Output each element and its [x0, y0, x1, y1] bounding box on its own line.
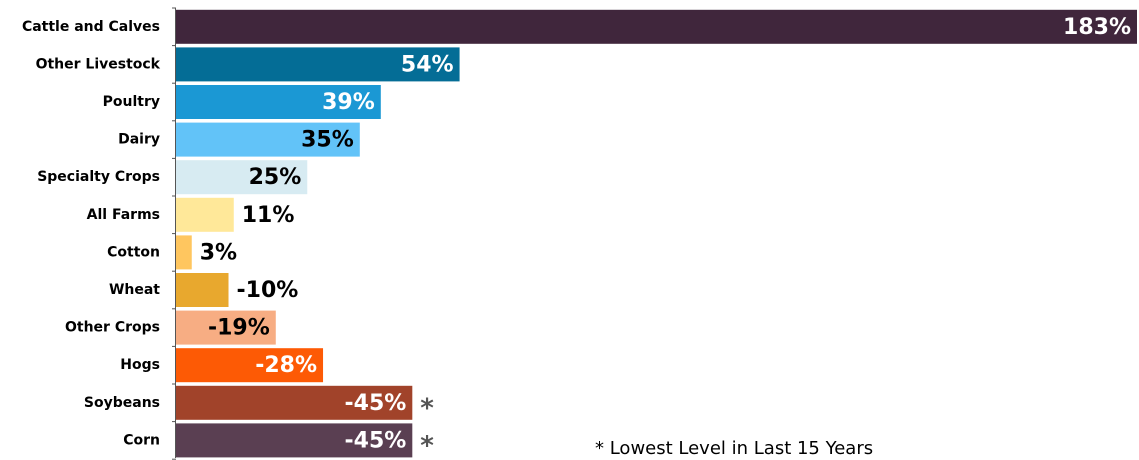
bar — [176, 348, 324, 383]
bar — [176, 310, 276, 345]
value-label: -10% — [237, 278, 299, 303]
bar — [176, 85, 381, 119]
bar — [176, 385, 413, 420]
category-label: Cotton — [107, 244, 160, 260]
category-label: Poultry — [103, 94, 160, 110]
bar — [176, 423, 413, 458]
category-label: Other Livestock — [36, 56, 161, 72]
value-label: 25% — [249, 165, 302, 190]
bar — [176, 47, 460, 82]
value-label: 35% — [301, 128, 354, 153]
bar — [176, 197, 234, 232]
value-label: 11% — [242, 203, 295, 228]
category-label: Hogs — [120, 357, 160, 373]
category-label: Corn — [123, 432, 160, 448]
value-label: -45% — [345, 391, 407, 416]
value-label: -19% — [208, 316, 270, 341]
bar — [176, 122, 360, 157]
bar — [176, 235, 192, 270]
category-label: Soybeans — [84, 395, 160, 411]
bar — [176, 273, 229, 307]
value-label: 183% — [1063, 15, 1131, 40]
bar — [176, 9, 1137, 44]
footnote: * Lowest Level in Last 15 Years — [595, 438, 873, 459]
category-label: Other Crops — [65, 320, 160, 336]
category-label: Cattle and Calves — [22, 19, 160, 35]
value-label: 3% — [200, 240, 237, 265]
category-label: Specialty Crops — [37, 169, 160, 185]
value-note: * — [420, 393, 434, 423]
category-label: All Farms — [87, 207, 160, 223]
value-label: 54% — [401, 52, 454, 77]
value-label: -45% — [345, 428, 407, 453]
value-label: -28% — [255, 353, 317, 378]
value-label: 39% — [322, 90, 375, 115]
category-label: Wheat — [109, 282, 160, 298]
category-label: Dairy — [118, 132, 160, 148]
value-note: * — [420, 431, 434, 460]
bar — [176, 160, 308, 195]
